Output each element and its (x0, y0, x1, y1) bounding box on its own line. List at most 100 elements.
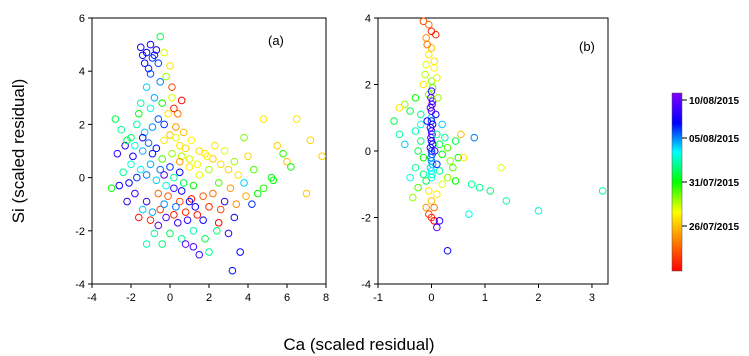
data-point (131, 141, 139, 150)
data-point (430, 147, 439, 155)
data-point (144, 64, 153, 73)
panel-b-points (390, 17, 607, 255)
data-point (435, 140, 444, 149)
data-point (146, 40, 155, 49)
data-point (115, 181, 124, 190)
data-point (430, 64, 438, 72)
data-point (133, 120, 141, 129)
data-point (433, 130, 441, 139)
panel-a-ytick-label: 4 (79, 66, 85, 78)
data-point (191, 203, 200, 211)
data-point (179, 128, 188, 137)
data-point (269, 176, 278, 185)
panel-b-ytick-label: 4 (365, 13, 371, 25)
data-point (168, 83, 176, 91)
data-point (598, 187, 607, 195)
panel-a-xtick-label: 2 (206, 292, 212, 304)
panel-b-ytick-label: -2 (361, 213, 371, 225)
data-point (179, 179, 188, 187)
data-point (175, 168, 184, 177)
data-point (160, 171, 168, 179)
data-point (220, 197, 229, 206)
data-point (201, 234, 209, 243)
data-point (240, 133, 248, 142)
data-point (419, 170, 428, 179)
data-point (166, 229, 174, 238)
data-point (156, 78, 165, 86)
data-point (160, 200, 168, 208)
data-point (156, 32, 165, 41)
data-point (419, 153, 428, 162)
data-point (175, 197, 184, 206)
panel-b-xtick-label: 2 (535, 292, 541, 304)
data-point (152, 46, 161, 54)
colorbar-tick-label: 31/07/2015 (689, 178, 739, 189)
data-point (158, 99, 166, 107)
data-point (253, 189, 262, 198)
data-point (148, 54, 157, 62)
data-point (408, 193, 417, 202)
data-point (185, 197, 194, 206)
data-point (465, 210, 473, 218)
data-point (273, 141, 282, 150)
panel-a-xtick-label: -2 (126, 292, 136, 304)
data-point (422, 203, 430, 212)
data-point (425, 20, 433, 29)
data-point (205, 248, 213, 256)
data-point (205, 203, 213, 211)
data-point (135, 213, 143, 222)
data-point (414, 147, 422, 155)
panel-b-label: (b) (579, 39, 595, 54)
data-point (427, 173, 436, 182)
data-point (459, 153, 468, 162)
data-point (430, 57, 438, 66)
data-point (446, 157, 455, 165)
data-point (259, 184, 268, 193)
data-point (240, 179, 248, 187)
data-point (146, 160, 155, 169)
data-point (416, 120, 425, 129)
data-point (416, 110, 425, 119)
data-point (174, 109, 182, 118)
data-point (154, 115, 163, 123)
data-point (318, 152, 326, 161)
panel-b-xtick-label: 0 (428, 292, 434, 304)
x-axis-label: Ca (scaled residual) (283, 335, 434, 354)
data-point (427, 197, 436, 205)
data-point (232, 200, 241, 208)
data-point (138, 147, 147, 155)
data-point (136, 43, 145, 52)
panel-b-ytick-label: 2 (365, 80, 371, 92)
data-point (426, 103, 435, 112)
data-point (213, 227, 221, 235)
data-point (168, 94, 176, 102)
data-point (193, 160, 202, 169)
data-point (236, 248, 244, 256)
data-point (411, 127, 420, 135)
data-point (433, 223, 441, 232)
data-point (259, 115, 268, 123)
data-point (127, 160, 135, 169)
data-point (121, 141, 129, 150)
data-point (435, 167, 444, 175)
y-axis-label: Si (scaled residual) (9, 79, 28, 224)
data-point (205, 165, 213, 174)
data-point (216, 160, 225, 169)
data-point (427, 27, 436, 36)
data-point (117, 125, 126, 134)
data-point (302, 189, 311, 198)
data-point (172, 133, 180, 142)
colorbar-gradient (671, 92, 683, 272)
data-point (199, 192, 207, 201)
data-point (279, 149, 287, 158)
data-point (435, 217, 444, 225)
data-point (250, 165, 258, 174)
data-point (187, 136, 196, 145)
colorbar-tick-label: 05/08/2015 (689, 134, 739, 145)
data-point (406, 173, 414, 182)
data-point (457, 130, 465, 139)
panel-a-xtick-label: 4 (245, 292, 251, 304)
colorbar-ticks: 10/08/2015 05/08/2015 31/07/2015 26/07/2015 (682, 96, 739, 233)
data-point (433, 190, 441, 199)
panel-a-xtick-label: 0 (167, 292, 173, 304)
